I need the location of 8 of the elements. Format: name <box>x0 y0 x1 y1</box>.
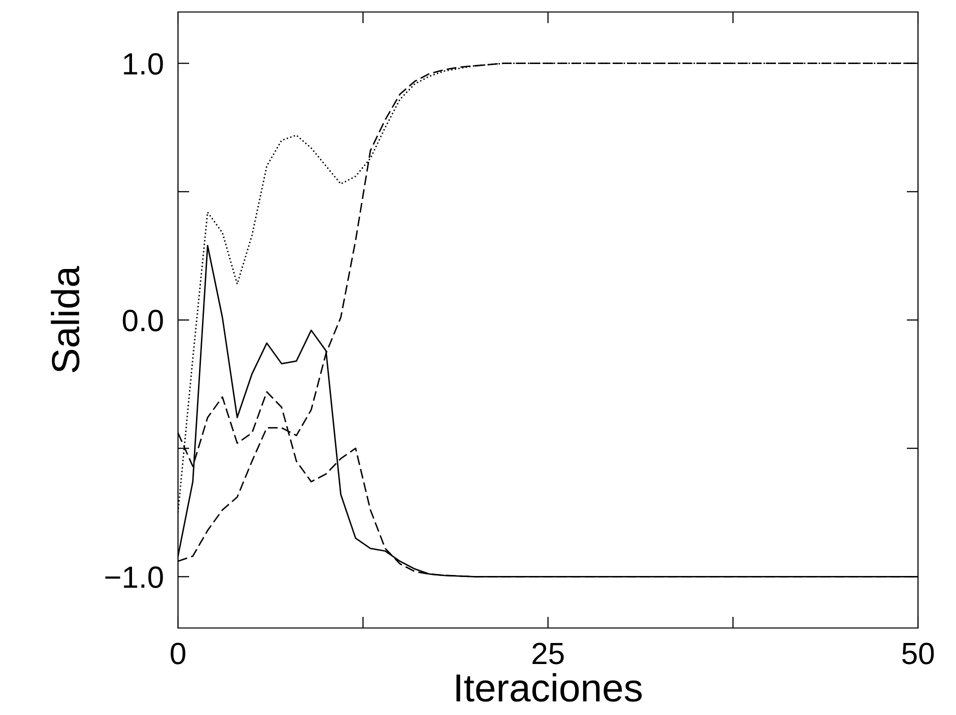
x-axis-title: Iteraciones <box>456 673 642 702</box>
y-axis-title: Salida <box>50 266 80 372</box>
x-tick-label: 0 <box>170 642 186 664</box>
y-tick-label: 0.0 <box>122 310 163 332</box>
x-tick-label: 50 <box>902 642 934 664</box>
y-tick-label: 1.0 <box>124 53 163 75</box>
y-tick-label: −1.0 <box>105 566 163 588</box>
x-tick-label: 25 <box>532 642 564 664</box>
